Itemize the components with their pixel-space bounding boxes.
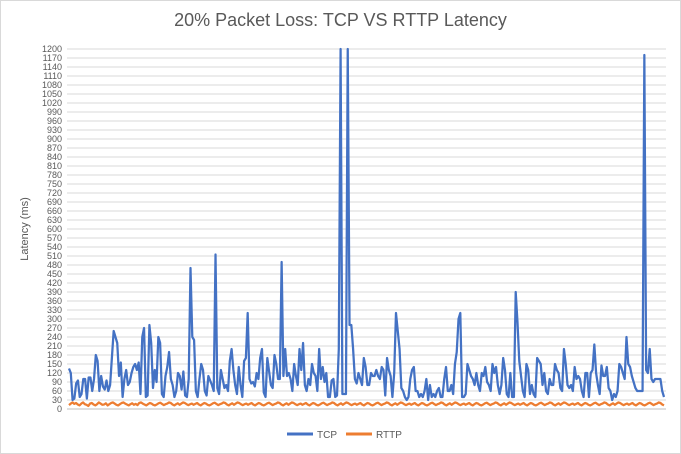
y-tick-label: 1080 — [42, 80, 62, 90]
y-tick-label: 1140 — [43, 62, 62, 72]
y-tick-label: 450 — [47, 269, 62, 279]
y-tick-label: 360 — [47, 296, 62, 306]
y-tick-label: 330 — [47, 305, 62, 315]
series-line-rttp — [68, 401, 665, 408]
y-tick-label: 810 — [47, 161, 62, 171]
y-tick-label: 780 — [47, 170, 62, 180]
y-tick-label: 840 — [47, 152, 62, 162]
y-tick-label: 1050 — [42, 89, 62, 99]
y-tick-label: 0 — [57, 404, 62, 414]
y-tick-label: 1020 — [42, 98, 62, 108]
y-tick-label: 900 — [47, 134, 62, 144]
y-tick-label: 930 — [47, 125, 62, 135]
legend-label-rttp: RTTP — [376, 430, 402, 441]
y-tick-label: 60 — [52, 386, 62, 396]
y-tick-label: 990 — [47, 107, 62, 117]
series-line-tcp — [67, 47, 666, 402]
y-tick-label: 720 — [47, 188, 62, 198]
y-tick-label: 150 — [47, 359, 62, 369]
y-axis-ticks: 0306090120150180210240270300330360390420… — [42, 44, 62, 414]
y-tick-label: 660 — [47, 206, 62, 216]
y-tick-label: 300 — [47, 314, 62, 324]
y-tick-label: 750 — [47, 179, 62, 189]
y-tick-label: 1170 — [43, 53, 62, 63]
y-tick-label: 960 — [47, 116, 62, 126]
y-tick-label: 600 — [47, 224, 62, 234]
gridlines — [67, 48, 666, 401]
legend: TCP RTTP — [287, 430, 402, 441]
y-tick-label: 210 — [47, 341, 62, 351]
y-tick-label: 1200 — [42, 44, 62, 54]
y-tick-label: 510 — [47, 251, 62, 261]
y-tick-label: 630 — [47, 215, 62, 225]
y-tick-label: 480 — [47, 260, 62, 270]
y-tick-label: 420 — [47, 278, 62, 288]
y-tick-label: 540 — [47, 242, 62, 252]
y-tick-label: 120 — [47, 368, 62, 378]
y-tick-label: 1110 — [43, 71, 62, 81]
y-tick-label: 30 — [52, 395, 62, 405]
y-tick-label: 180 — [47, 350, 62, 360]
y-tick-label: 690 — [47, 197, 62, 207]
chart-title: 20% Packet Loss: TCP VS RTTP Latency — [174, 10, 507, 30]
y-axis-label: Latency (ms) — [19, 197, 31, 261]
y-tick-label: 390 — [47, 287, 62, 297]
y-tick-label: 240 — [47, 332, 62, 342]
series-lines — [67, 47, 666, 408]
y-tick-label: 570 — [47, 233, 62, 243]
legend-label-tcp: TCP — [317, 430, 337, 441]
y-tick-label: 270 — [47, 323, 62, 333]
y-tick-label: 90 — [52, 377, 62, 387]
y-tick-label: 870 — [47, 143, 62, 153]
